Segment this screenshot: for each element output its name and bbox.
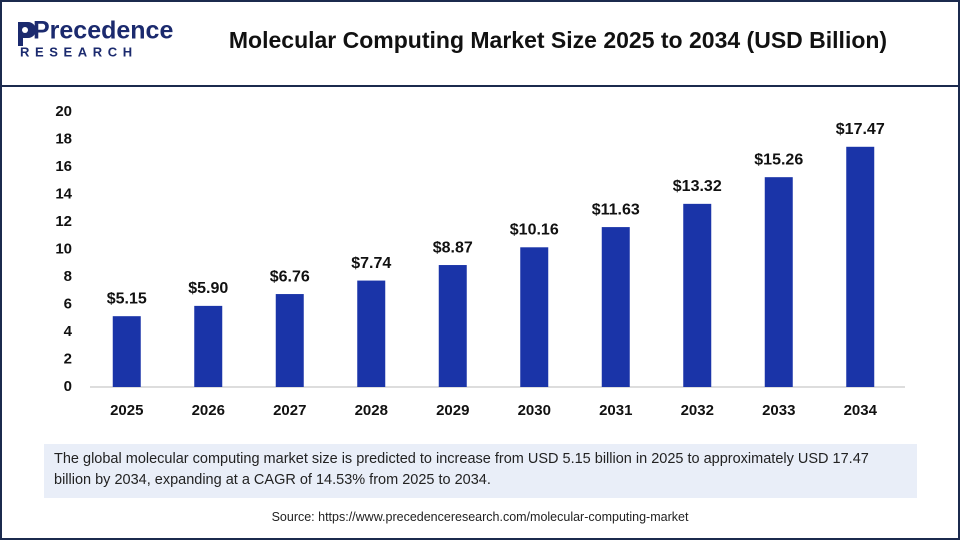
- value-label: $13.32: [673, 178, 722, 195]
- value-label: $7.74: [351, 255, 391, 272]
- x-tick-label: 2029: [436, 402, 469, 419]
- logo-name: Precedence: [33, 17, 173, 45]
- x-tick-label: 2033: [762, 402, 795, 419]
- y-tick-label: 16: [55, 158, 72, 175]
- value-label: $11.63: [592, 201, 640, 218]
- y-tick-label: 8: [64, 268, 72, 285]
- logo-icon-dot: [22, 27, 28, 33]
- summary-box: [44, 444, 917, 498]
- x-tick-label: 2025: [110, 402, 143, 419]
- y-tick-label: 12: [55, 213, 72, 230]
- y-tick-label: 18: [55, 130, 72, 147]
- y-tick-label: 6: [64, 295, 72, 312]
- y-tick-label: 4: [64, 323, 73, 340]
- summary-text: The global molecular computing market si…: [54, 451, 869, 488]
- chart-title: Molecular Computing Market Size 2025 to …: [229, 27, 887, 53]
- bar: [764, 177, 793, 387]
- x-tick-label: 2028: [355, 402, 388, 419]
- bar: [194, 305, 223, 387]
- x-tick-label: 2034: [844, 402, 878, 419]
- y-tick-label: 20: [55, 103, 72, 120]
- value-label: $10.16: [510, 222, 559, 239]
- bar: [357, 280, 386, 387]
- x-tick-label: 2030: [518, 402, 551, 419]
- y-tick-label: 14: [55, 185, 72, 202]
- value-label: $5.90: [188, 280, 228, 297]
- bar: [438, 265, 467, 387]
- value-label: $6.76: [270, 268, 310, 285]
- x-tick-label: 2032: [681, 402, 714, 419]
- bar: [683, 203, 712, 387]
- y-tick-label: 10: [55, 240, 72, 257]
- x-tick-label: 2031: [599, 402, 632, 419]
- value-label: $15.26: [754, 151, 803, 168]
- logo: Precedence RESEARCH: [18, 17, 173, 59]
- source-text: Source: https://www.precedenceresearch.c…: [271, 510, 689, 524]
- logo-icon: [18, 22, 36, 46]
- bar: [112, 316, 141, 387]
- bar: [846, 146, 875, 387]
- bar: [520, 247, 549, 387]
- bar: [601, 227, 630, 387]
- bar: [275, 294, 304, 387]
- logo-tagline: RESEARCH: [20, 44, 138, 59]
- x-tick-label: 2026: [192, 402, 225, 419]
- y-tick-label: 0: [64, 378, 72, 395]
- value-label: $5.15: [107, 290, 147, 307]
- value-label: $8.87: [433, 239, 473, 256]
- value-label: $17.47: [836, 121, 885, 138]
- x-tick-label: 2027: [273, 402, 306, 419]
- y-tick-label: 2: [64, 350, 72, 367]
